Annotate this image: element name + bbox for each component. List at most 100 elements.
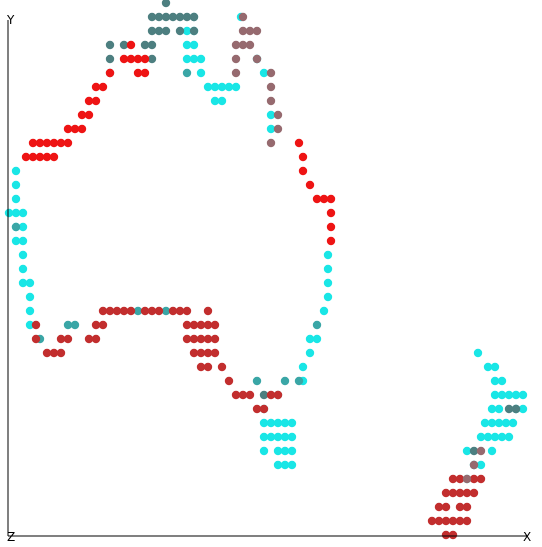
data-point-cyan-35 <box>25 278 35 288</box>
data-point-mauve-2 <box>245 26 255 36</box>
data-point-cyan-42 <box>305 334 315 344</box>
data-point-red-29 <box>298 152 308 162</box>
data-point-cyan-52 <box>490 390 500 400</box>
data-point-cyan-13 <box>217 82 227 92</box>
data-point-teal-8 <box>70 320 80 330</box>
data-point-red-20 <box>49 138 59 148</box>
data-point-red-23 <box>21 152 31 162</box>
data-point-crimson-63 <box>441 516 451 526</box>
data-point-crimson-45 <box>273 390 283 400</box>
data-point-cyan-85 <box>287 446 297 456</box>
data-point-cyan-30 <box>18 250 28 260</box>
data-point-red-31 <box>305 180 315 190</box>
data-point-cyan-77 <box>476 432 486 442</box>
data-point-cyan-56 <box>518 390 528 400</box>
data-point-mauve-9 <box>231 68 241 78</box>
data-point-mauve-15 <box>266 138 276 148</box>
data-point-crimson-3 <box>119 306 129 316</box>
data-point-crimson-38 <box>203 362 213 372</box>
data-point-cyan-67 <box>480 418 490 428</box>
data-point-red-26 <box>42 152 52 162</box>
data-point-slate-12 <box>189 26 199 36</box>
data-point-mauve-12 <box>266 96 276 106</box>
data-point-cyan-1 <box>182 26 192 36</box>
data-point-crimson-7 <box>154 306 164 316</box>
data-point-red-37 <box>326 236 336 246</box>
data-point-crimson-0 <box>98 306 108 316</box>
data-point-cyan-69 <box>494 418 504 428</box>
data-point-red-11 <box>91 96 101 106</box>
data-point-cyan-75 <box>280 432 290 442</box>
data-point-mauve-6 <box>245 40 255 50</box>
data-point-cyan-33 <box>323 264 333 274</box>
data-point-mauve-4 <box>231 40 241 50</box>
data-point-cyan-74 <box>273 432 283 442</box>
data-point-crimson-28 <box>203 334 213 344</box>
data-point-cyan-28 <box>11 236 21 246</box>
data-point-slate-16 <box>147 40 157 50</box>
data-point-red-3 <box>133 54 143 64</box>
data-point-cyan-88 <box>273 460 283 470</box>
data-point-teal-1 <box>182 68 192 78</box>
points-layer <box>4 0 528 540</box>
data-point-crimson-11 <box>203 306 213 316</box>
data-point-crimson-20 <box>31 334 41 344</box>
data-point-crimson-43 <box>245 390 255 400</box>
data-point-red-28 <box>294 138 304 148</box>
data-point-crimson-44 <box>266 390 276 400</box>
data-point-crimson-67 <box>441 530 451 540</box>
data-point-mauve-11 <box>266 82 276 92</box>
data-point-cyan-90 <box>287 460 297 470</box>
data-point-crimson-66 <box>462 516 472 526</box>
data-point-slate-0 <box>161 0 171 8</box>
data-point-crimson-39 <box>217 362 227 372</box>
data-point-cyan-10 <box>196 68 206 78</box>
data-point-crimson-65 <box>455 516 465 526</box>
data-point-slate-2 <box>154 12 164 22</box>
data-point-crimson-41 <box>231 390 241 400</box>
data-point-crimson-52 <box>441 488 451 498</box>
data-point-crimson-46 <box>252 404 262 414</box>
data-point-crimson-40 <box>224 376 234 386</box>
data-point-red-10 <box>84 96 94 106</box>
data-point-cyan-16 <box>210 96 220 106</box>
data-point-cyan-41 <box>25 320 35 330</box>
data-point-crimson-57 <box>434 502 444 512</box>
data-point-crimson-8 <box>168 306 178 316</box>
data-point-red-0 <box>126 40 136 50</box>
data-point-crimson-23 <box>84 334 94 344</box>
data-point-cyan-68 <box>487 418 497 428</box>
data-point-crimson-33 <box>189 348 199 358</box>
data-point-crimson-1 <box>105 306 115 316</box>
data-point-slate-10 <box>161 26 171 36</box>
data-point-crimson-61 <box>427 516 437 526</box>
data-point-crimson-49 <box>455 474 465 484</box>
data-point-red-12 <box>77 110 87 120</box>
data-point-cyan-17 <box>217 96 227 106</box>
data-point-crimson-47 <box>259 404 269 414</box>
data-point-cyan-76 <box>287 432 297 442</box>
data-point-crimson-21 <box>56 334 66 344</box>
data-point-teal-5 <box>133 306 143 316</box>
data-point-cyan-62 <box>259 418 269 428</box>
data-point-teal-7 <box>63 320 73 330</box>
data-point-crimson-22 <box>63 334 73 344</box>
data-point-cyan-71 <box>508 418 518 428</box>
data-point-crimson-50 <box>469 474 479 484</box>
data-point-red-22 <box>63 138 73 148</box>
x-axis-label: X <box>523 530 531 544</box>
data-point-crimson-29 <box>210 334 220 344</box>
data-point-mauve-18 <box>462 474 472 484</box>
data-point-slate-23 <box>511 404 521 414</box>
data-point-crimson-18 <box>203 320 213 330</box>
data-point-mauve-5 <box>238 40 248 50</box>
data-point-mauve-17 <box>469 460 479 470</box>
data-point-red-34 <box>326 194 336 204</box>
data-point-crimson-27 <box>196 334 206 344</box>
data-point-red-5 <box>105 68 115 78</box>
data-point-teal-6 <box>161 306 171 316</box>
data-point-crimson-37 <box>196 362 206 372</box>
data-point-mauve-3 <box>252 26 262 36</box>
data-point-cyan-58 <box>487 404 497 414</box>
